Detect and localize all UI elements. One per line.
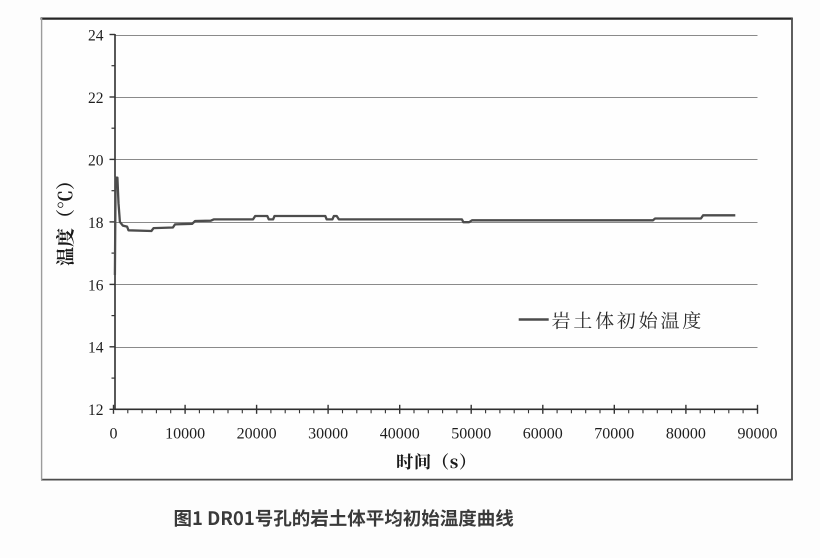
svg-text:12: 12 <box>88 402 104 419</box>
svg-text:60000: 60000 <box>523 426 563 443</box>
svg-text:0: 0 <box>110 426 118 443</box>
svg-text:14: 14 <box>88 340 104 357</box>
svg-text:20000: 20000 <box>237 426 277 443</box>
svg-text:70000: 70000 <box>594 426 634 443</box>
svg-text:30000: 30000 <box>308 426 348 443</box>
svg-text:10000: 10000 <box>165 426 205 443</box>
svg-text:20: 20 <box>88 152 104 169</box>
svg-text:22: 22 <box>88 90 104 107</box>
svg-text:40000: 40000 <box>380 426 420 443</box>
svg-text:80000: 80000 <box>666 426 706 443</box>
svg-text:24: 24 <box>88 27 104 44</box>
svg-text:90000: 90000 <box>738 426 778 443</box>
svg-text:16: 16 <box>88 277 104 294</box>
svg-text:50000: 50000 <box>451 426 491 443</box>
svg-text:18: 18 <box>88 215 104 232</box>
